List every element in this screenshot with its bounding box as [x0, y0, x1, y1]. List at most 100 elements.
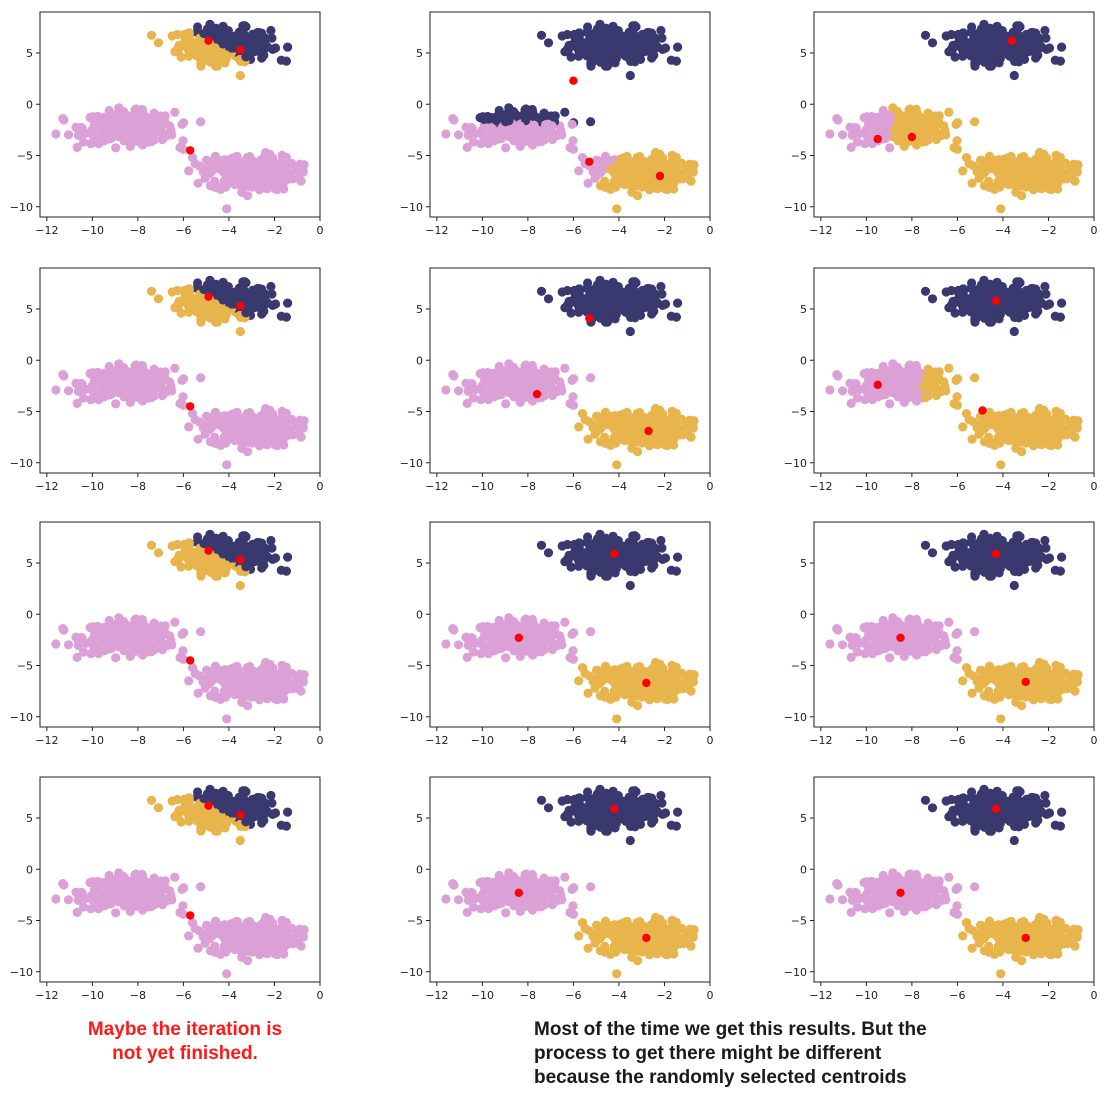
data-point [967, 22, 977, 32]
data-point [125, 141, 135, 151]
data-point [266, 25, 276, 36]
data-point [564, 43, 574, 53]
data-point [116, 125, 126, 135]
data-point [587, 57, 598, 67]
data-point [1015, 36, 1025, 46]
data-point [116, 381, 126, 391]
x-tick-label: −8 [520, 480, 536, 493]
data-point [967, 278, 977, 288]
data-point [660, 178, 670, 188]
x-tick-label: −2 [656, 224, 672, 237]
data-point [595, 24, 605, 34]
data-point [146, 30, 157, 40]
data-point [448, 370, 458, 380]
x-tick-label: −6 [175, 480, 191, 493]
data-point [536, 30, 547, 40]
data-point [85, 113, 95, 123]
data-point [104, 105, 114, 116]
x-tick-label: −8 [520, 224, 536, 237]
x-tick-label: −12 [425, 480, 448, 493]
data-point [528, 396, 538, 406]
data-point [197, 313, 208, 323]
data-point [610, 58, 620, 68]
data-point [1030, 39, 1040, 49]
data-point [1040, 25, 1050, 36]
x-tick-label: −10 [471, 480, 494, 493]
data-point [899, 121, 909, 131]
data-point [1073, 160, 1083, 170]
data-point [244, 173, 254, 183]
data-point [979, 280, 989, 290]
data-point [825, 129, 835, 139]
data-point [595, 280, 605, 290]
data-point [984, 299, 994, 309]
data-point [125, 377, 135, 387]
x-tick-label: −6 [565, 224, 581, 237]
x-tick-label: −6 [175, 224, 191, 237]
data-point [284, 424, 294, 434]
data-point [270, 299, 281, 309]
data-point [205, 181, 216, 191]
x-tick-label: 0 [1091, 224, 1098, 237]
x-tick-label: −6 [949, 224, 965, 237]
data-point [1070, 176, 1080, 186]
data-point [196, 373, 206, 383]
data-point [210, 151, 221, 161]
y-tick-label: 0 [416, 354, 423, 367]
data-point [666, 55, 676, 65]
data-point [515, 121, 525, 131]
data-point [138, 140, 148, 150]
data-point [501, 399, 511, 409]
data-point [570, 285, 580, 295]
x-tick-label: −2 [266, 480, 282, 493]
data-point [194, 417, 204, 427]
axes-frame [813, 11, 1095, 218]
data-point [267, 420, 278, 430]
data-point [648, 165, 659, 175]
data-point [276, 311, 286, 321]
data-point [646, 295, 656, 305]
data-point [187, 153, 198, 163]
data-point [475, 369, 485, 379]
data-point [1044, 178, 1054, 188]
data-point [577, 153, 588, 163]
data-point [606, 49, 616, 59]
data-point [1057, 298, 1067, 308]
data-point [211, 317, 221, 327]
data-point [952, 144, 962, 154]
x-tick-label: −4 [611, 480, 627, 493]
data-point [266, 281, 276, 292]
data-point [631, 292, 641, 302]
data-point [971, 57, 982, 67]
data-point [647, 53, 657, 63]
x-tick-label: −2 [656, 480, 672, 493]
y-tick-label: −5 [407, 406, 423, 419]
data-point [584, 417, 594, 427]
data-point [258, 165, 269, 175]
x-tick-label: −10 [855, 224, 878, 237]
data-point [979, 181, 990, 191]
data-point [660, 299, 671, 309]
data-point [543, 38, 554, 48]
data-point [677, 158, 687, 168]
data-point [515, 397, 525, 407]
data-point [600, 151, 611, 161]
data-point [560, 107, 570, 117]
data-point [994, 58, 1004, 68]
data-point [583, 22, 593, 32]
data-point [178, 400, 188, 410]
data-point [241, 22, 251, 32]
subplot-r2-c1: −12 −10 −8 −6 −4 −2 050−5−10 [10, 267, 324, 493]
x-tick-label: −4 [611, 224, 627, 237]
data-point [85, 369, 95, 379]
data-point [619, 423, 629, 433]
data-point [631, 22, 641, 32]
data-point [631, 278, 641, 288]
data-point [296, 432, 306, 442]
data-point [656, 281, 666, 292]
data-point [157, 377, 167, 387]
data-point [1044, 43, 1055, 53]
data-point [618, 410, 628, 420]
data-point [58, 370, 68, 380]
data-point [951, 119, 961, 129]
